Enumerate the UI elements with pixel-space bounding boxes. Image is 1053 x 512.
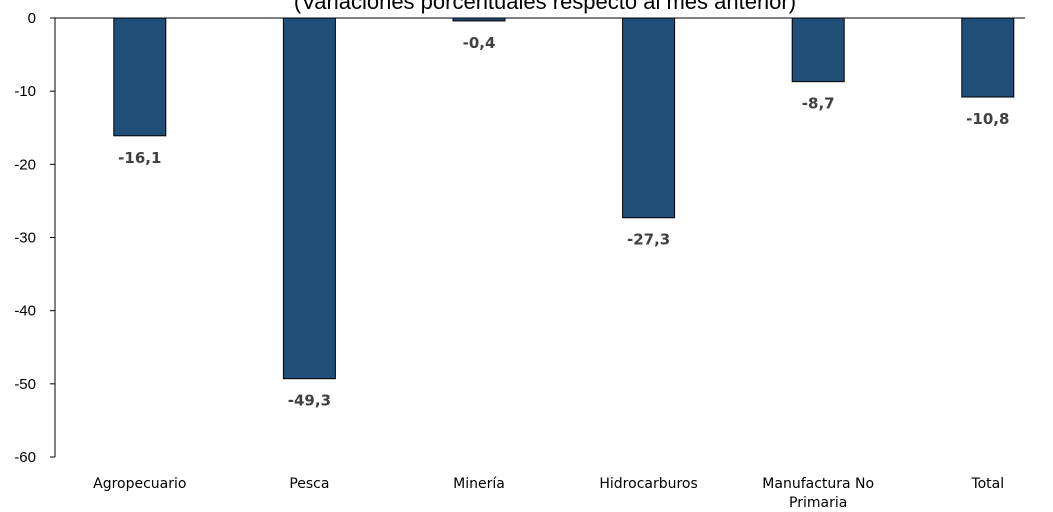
- y-tick-label: -60: [14, 449, 36, 466]
- bar-data-label: -8,7: [802, 95, 835, 113]
- x-category-label: Primaria: [789, 495, 847, 511]
- bar: [622, 17, 676, 219]
- bar-data-label: -27,3: [627, 231, 670, 249]
- y-tick-label: 0: [28, 10, 36, 27]
- bar: [113, 17, 167, 137]
- chart-subtitle: (Variaciones porcentuales respecto al me…: [294, 0, 796, 14]
- bar: [791, 17, 845, 83]
- bar-data-label: -10,8: [966, 110, 1009, 128]
- x-category-label: Agropecuario: [93, 476, 186, 492]
- y-tick-label: -50: [14, 376, 36, 393]
- data-labels: -16,1 -49,3 -0,4 -27,3 -8,7 -10,8: [118, 34, 1009, 410]
- x-category-label: Minería: [453, 476, 505, 492]
- y-tick-label: -10: [14, 83, 36, 100]
- bars: [113, 17, 1015, 380]
- bar: [282, 17, 336, 380]
- bar-data-label: -16,1: [118, 149, 161, 167]
- y-axis-ticks: 0 -10 -20 -30 -40 -50 -60: [14, 10, 55, 466]
- y-tick-label: -40: [14, 303, 36, 320]
- y-tick-label: -30: [14, 230, 36, 247]
- x-category-label: Total: [970, 476, 1004, 492]
- bar-data-label: -0,4: [463, 34, 496, 52]
- x-category-label: Hidrocarburos: [599, 476, 697, 492]
- x-category-label: Pesca: [289, 476, 329, 492]
- bar: [452, 17, 506, 22]
- bar: [961, 17, 1015, 98]
- bar-data-label: -49,3: [288, 392, 331, 410]
- x-axis-labels: Agropecuario Pesca Minería Hidrocarburos Man…: [93, 476, 1004, 511]
- x-category-label: Manufactura No: [762, 476, 874, 492]
- y-tick-label: -20: [14, 156, 36, 173]
